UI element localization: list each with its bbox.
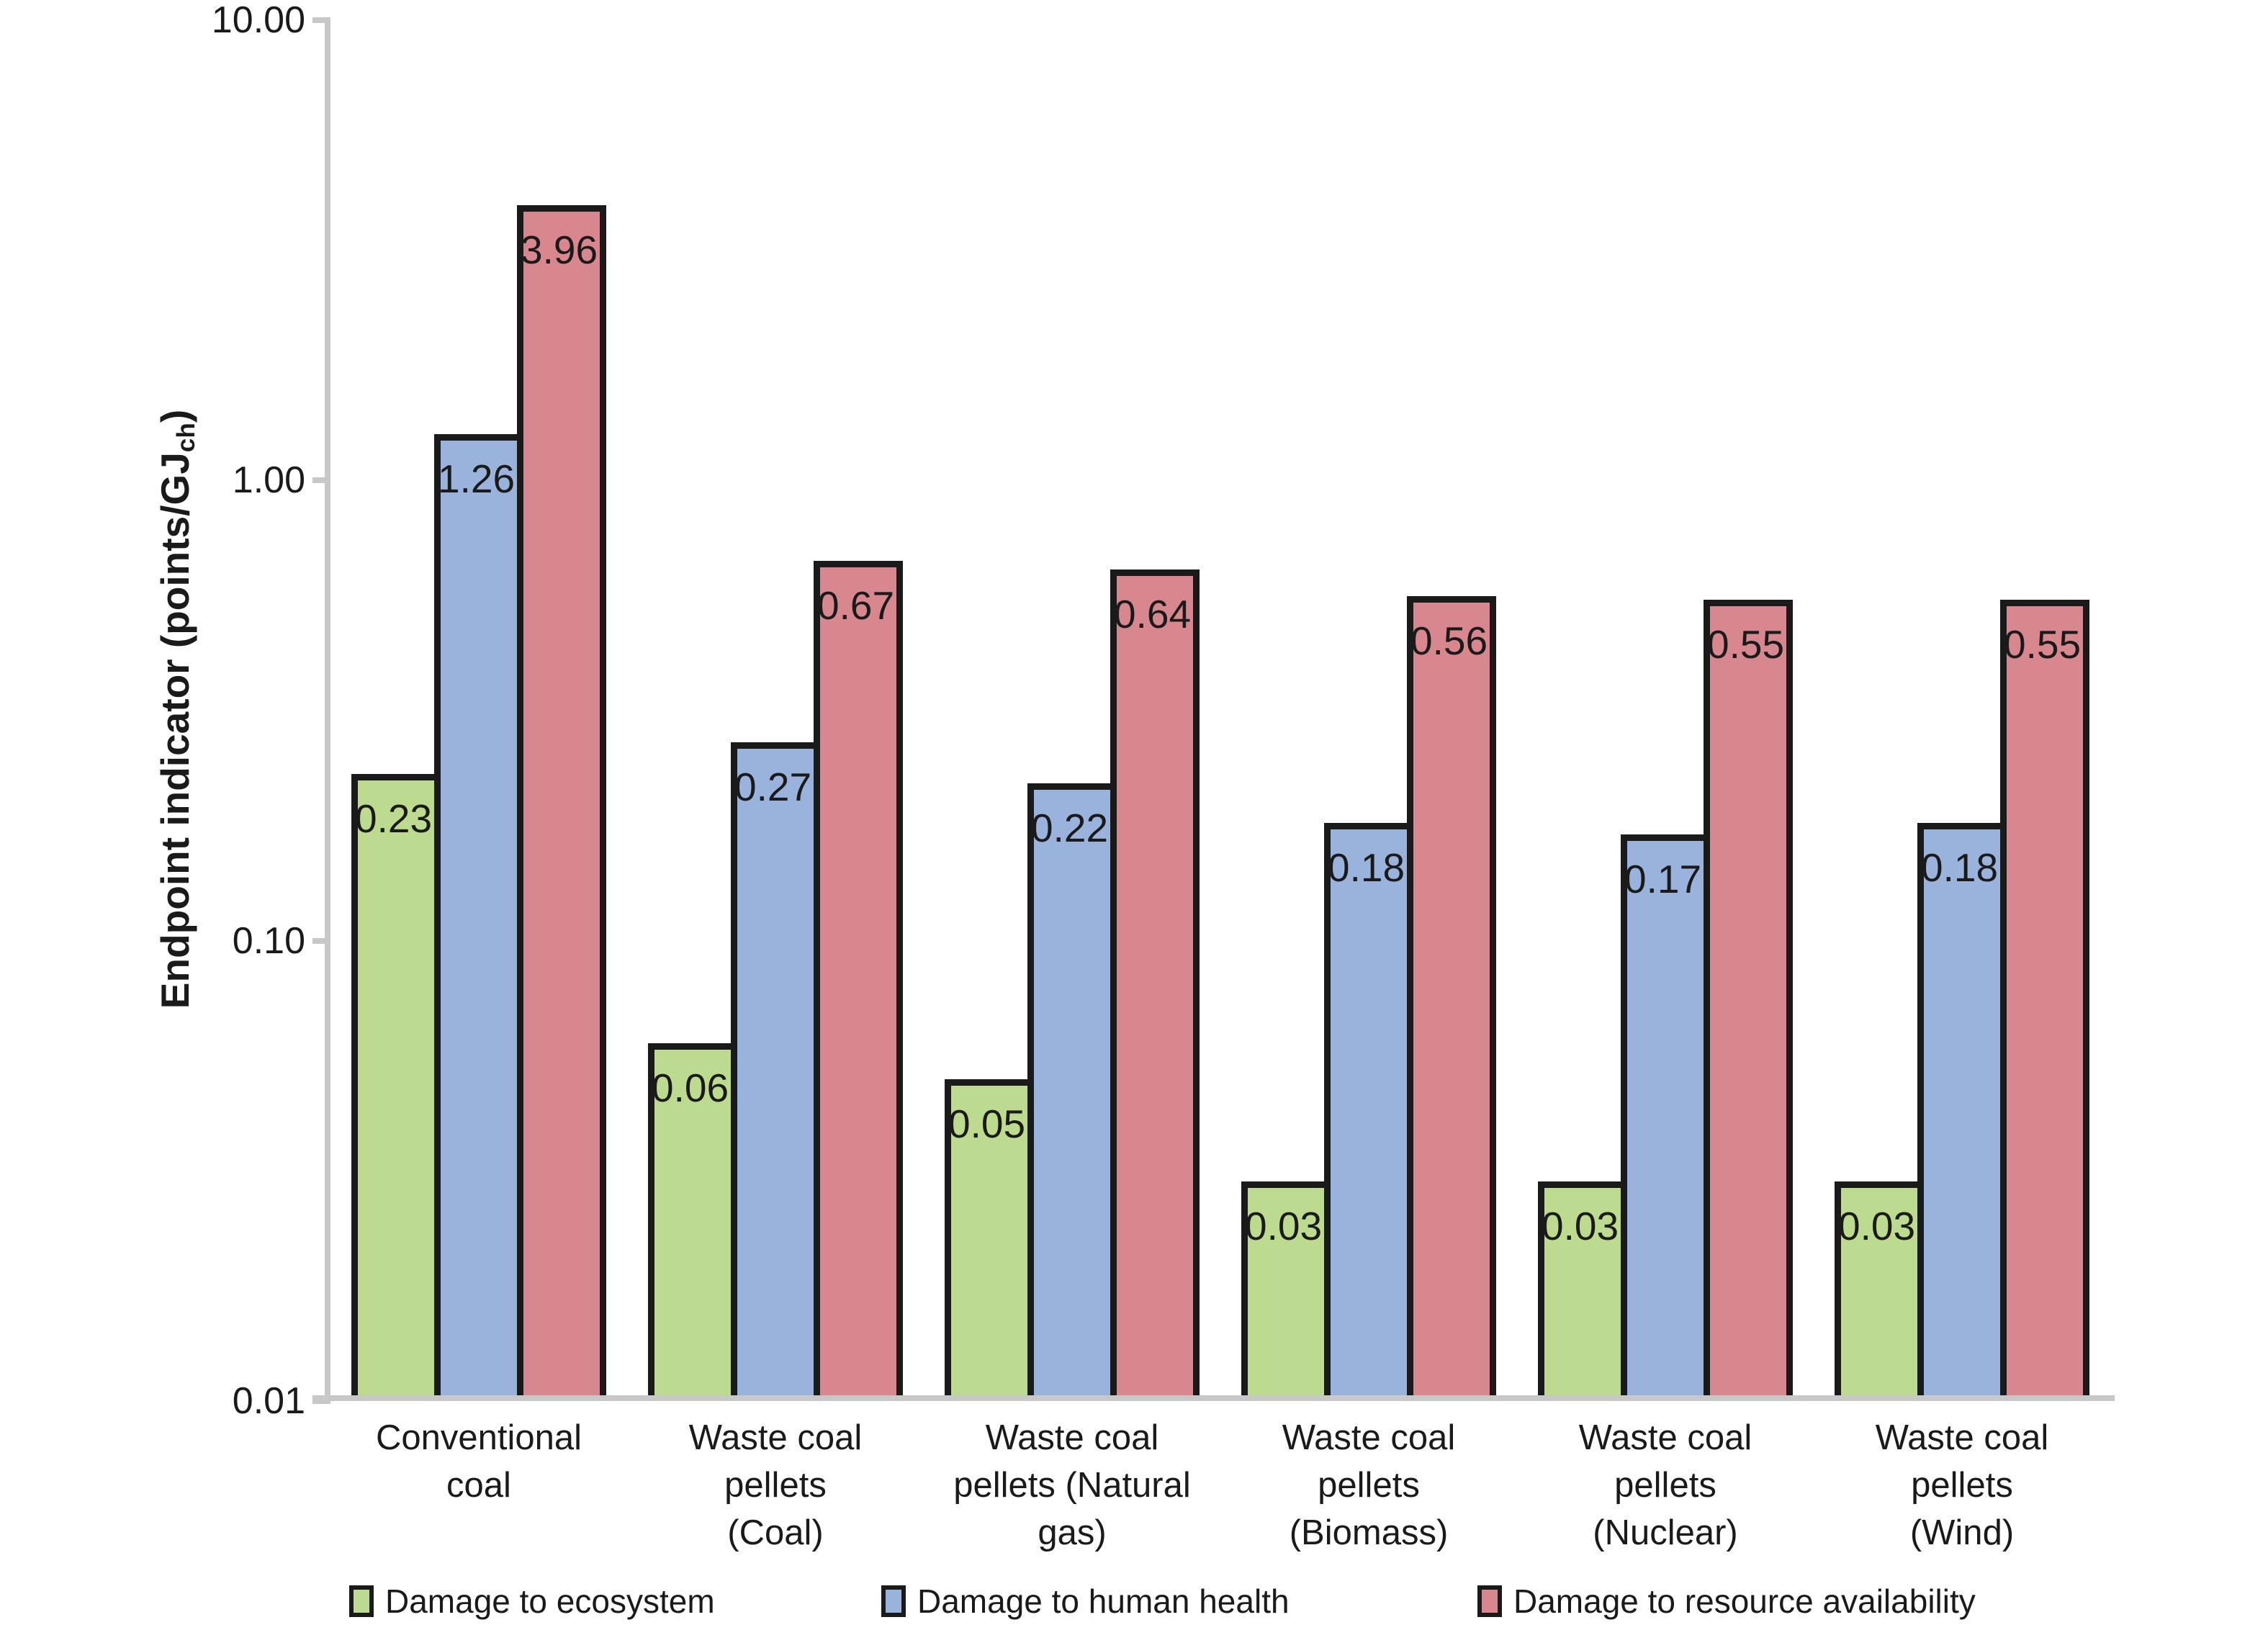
bar: 0.03 xyxy=(1241,1181,1331,1401)
bar-value-label: 0.23 xyxy=(355,796,433,842)
bar-value-label: 0.18 xyxy=(1328,845,1405,891)
y-axis-title-close: ) xyxy=(153,409,197,423)
x-axis-category-line: pellets xyxy=(1318,1466,1420,1505)
x-axis-category-line: (Nuclear) xyxy=(1593,1513,1738,1552)
bar: 0.18 xyxy=(1324,823,1413,1401)
bar: 1.26 xyxy=(434,434,523,1401)
x-axis-category-line: gas) xyxy=(1038,1513,1107,1552)
bar-value-label: 0.06 xyxy=(652,1065,729,1110)
bar: 0.17 xyxy=(1621,834,1710,1401)
bar-value-label: 0.03 xyxy=(1542,1203,1619,1248)
x-axis-category-line: Waste coal xyxy=(688,1418,863,1457)
bar: 0.22 xyxy=(1027,783,1117,1401)
legend-item: Damage to resource availability xyxy=(1477,1582,1976,1620)
y-axis-tick xyxy=(312,1398,330,1404)
y-axis-tick-label: 0.01 xyxy=(232,1380,305,1422)
bar-value-label: 0.03 xyxy=(1245,1203,1323,1248)
bar: 0.03 xyxy=(1538,1181,1627,1401)
y-axis-tick xyxy=(312,17,330,23)
y-axis-line xyxy=(325,17,330,1401)
x-axis-category-line: Waste coal xyxy=(1578,1418,1752,1457)
x-axis-category-line: coal xyxy=(446,1466,511,1505)
bar: 0.23 xyxy=(351,774,441,1401)
x-axis-line xyxy=(312,1395,2115,1401)
x-axis-category-line: (Coal) xyxy=(727,1513,824,1552)
legend-item: Damage to ecosystem xyxy=(349,1582,715,1620)
legend-label: Damage to human health xyxy=(917,1582,1290,1620)
x-axis-category-line: pellets xyxy=(1911,1466,2013,1505)
bar-value-label: 0.67 xyxy=(817,582,895,628)
x-axis-category-label: Waste coal pellets (Nuclear) xyxy=(1514,1414,1817,1557)
y-axis-tick-label: 0.10 xyxy=(232,919,305,962)
bar: 0.06 xyxy=(648,1043,737,1401)
x-axis-category-line: (Biomass) xyxy=(1289,1513,1449,1552)
bar-value-label: 0.55 xyxy=(2004,622,2082,667)
bar: 0.18 xyxy=(1917,823,2007,1401)
bar: 0.55 xyxy=(1704,600,1793,1401)
bar-value-label: 0.55 xyxy=(1707,622,1785,667)
bar-value-label: 0.05 xyxy=(948,1102,1026,1147)
x-axis-category-label: Waste coal pellets (Biomass) xyxy=(1218,1414,1520,1557)
x-axis-category-line: Waste coal xyxy=(1875,1418,2049,1457)
y-axis-tick xyxy=(312,937,330,944)
legend-swatch-icon xyxy=(881,1585,906,1617)
x-axis-category-line: pellets (Natural xyxy=(953,1466,1191,1505)
bar: 0.67 xyxy=(814,560,903,1401)
x-axis-category-line: Waste coal xyxy=(1282,1418,1456,1457)
bar-value-label: 0.64 xyxy=(1114,592,1192,637)
legend-item: Damage to human health xyxy=(881,1582,1290,1620)
bar-value-label: 0.27 xyxy=(734,764,812,809)
legend-swatch-icon xyxy=(1477,1585,1502,1617)
x-axis-category-label: Conventional coal xyxy=(328,1414,630,1509)
bar-value-label: 0.56 xyxy=(1410,618,1488,664)
legend-label: Damage to ecosystem xyxy=(385,1582,715,1620)
y-axis-tick-label: 1.00 xyxy=(232,459,305,502)
bar-value-label: 0.03 xyxy=(1838,1203,1916,1248)
x-axis-category-label: Waste coal pellets (Wind) xyxy=(1811,1414,2113,1557)
bar: 0.27 xyxy=(731,742,820,1401)
bar-value-label: 1.26 xyxy=(438,456,516,502)
bar: 0.64 xyxy=(1110,569,1200,1401)
bar-value-label: 0.22 xyxy=(1031,805,1109,850)
y-axis-tick-label: 10.00 xyxy=(211,0,305,41)
bar: 0.03 xyxy=(1835,1181,1924,1401)
x-axis-category-label: Waste coal pellets (Natural gas) xyxy=(921,1414,1223,1557)
bar-value-label: 0.18 xyxy=(1921,845,1999,891)
y-axis-tick xyxy=(312,477,330,484)
x-axis-category-line: (Wind) xyxy=(1909,1513,2015,1552)
x-axis-category-line: pellets xyxy=(724,1466,827,1505)
x-axis-category-line: pellets xyxy=(1614,1466,1716,1505)
legend-label: Damage to resource availability xyxy=(1513,1582,1976,1620)
bar-value-label: 3.96 xyxy=(521,228,598,273)
bar: 3.96 xyxy=(517,205,606,1401)
x-axis-category-line: Waste coal xyxy=(985,1418,1159,1457)
x-axis-category-label: Waste coal pellets (Coal) xyxy=(624,1414,927,1557)
x-axis-category-line: Conventional xyxy=(375,1418,582,1457)
bar: 0.56 xyxy=(1407,596,1496,1401)
y-axis-title-subscript: ch xyxy=(171,423,200,453)
bar: 0.55 xyxy=(2000,600,2089,1401)
bar-value-label: 0.17 xyxy=(1624,857,1702,902)
legend-swatch-icon xyxy=(349,1585,374,1617)
bar: 0.05 xyxy=(945,1079,1034,1401)
